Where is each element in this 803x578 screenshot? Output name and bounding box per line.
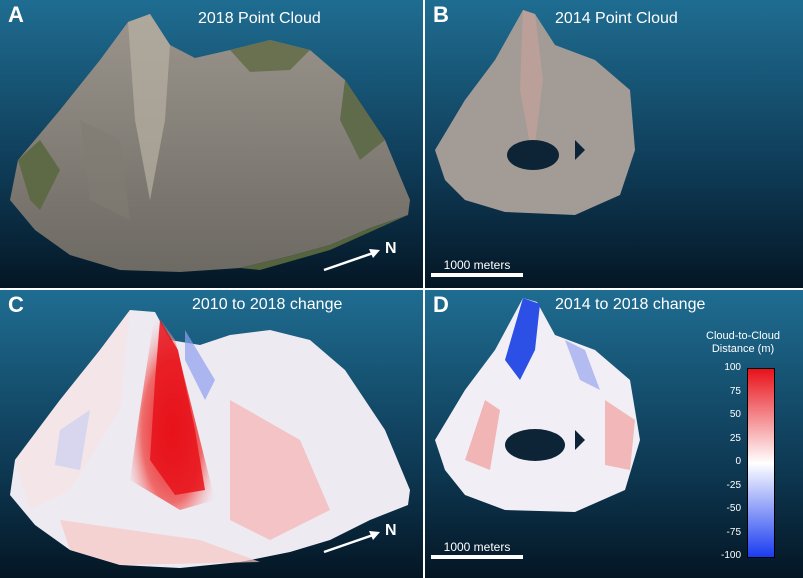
colorbar-tick-label: -75 [726,526,741,538]
colorbar-tick-label: 0 [735,456,741,467]
scale-bar: 1000 meters [431,258,523,277]
colorbar-tick-label: -50 [726,503,741,514]
north-label: N [385,522,397,539]
panel-c: C 2010 to 2018 change N [0,290,423,578]
scale-bar-label: 1000 meters [443,258,511,272]
panel-b: B 2014 Point Cloud 1000 meters [425,0,803,288]
colorbar-tick-label: -25 [726,479,741,491]
point-cloud-2018-image [0,0,423,288]
north-label: N [385,240,397,257]
panel-title: 2014 to 2018 change [555,296,706,313]
change-2010-2018-image [0,290,423,578]
north-arrow-icon [323,249,380,272]
change-2014-2018-image [425,290,803,578]
panel-title: 2014 Point Cloud [555,10,678,27]
panel-d: D 2014 to 2018 change 1000 meters Cloud-… [425,290,803,578]
colorbar-tick-label: -100 [720,550,741,561]
panel-letter: B [433,2,449,27]
colorbar-title: Cloud-to-Cloud Distance (m) [693,330,793,356]
colorbar-title-line2: Distance (m) [711,343,775,355]
colorbar-tick-label: 25 [729,432,741,444]
panel-a: A 2018 Point Cloud N [0,0,423,288]
colorbar-tick-label: 100 [724,362,741,373]
panel-letter: D [433,292,449,317]
panel-letter: C [8,292,24,317]
panel-letter: A [8,2,24,27]
panel-title: 2018 Point Cloud [198,10,321,27]
scale-bar-line [431,273,523,277]
colorbar-tick-label: 50 [729,409,741,420]
north-arrow-icon [323,531,380,554]
scale-bar-label: 1000 meters [443,540,511,554]
point-cloud-2014-image [425,0,803,288]
panel-title: 2010 to 2018 change [192,296,343,313]
scale-bar-line [431,555,523,559]
scale-bar: 1000 meters [431,540,523,559]
colorbar [747,368,775,558]
colorbar-tick-label: 75 [729,385,741,397]
colorbar-title-line1: Cloud-to-Cloud [706,330,780,342]
